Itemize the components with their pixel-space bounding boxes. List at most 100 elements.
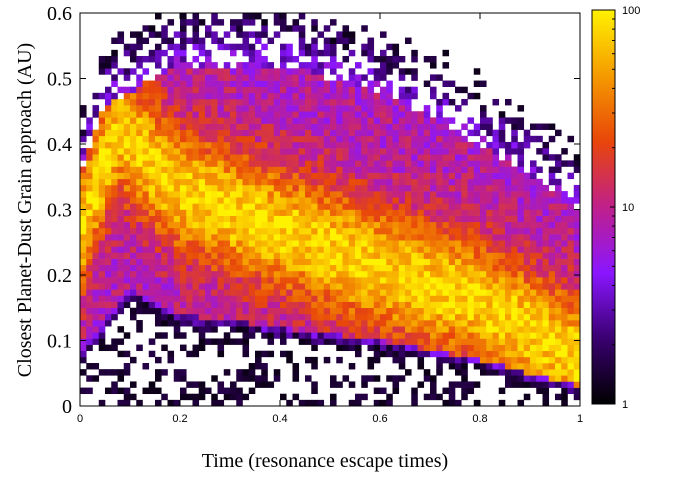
heatmap-cell	[448, 363, 456, 370]
heatmap-cell	[298, 277, 306, 284]
heatmap-cell	[486, 356, 493, 364]
heatmap-cell	[348, 270, 356, 278]
heatmap-cell	[486, 301, 493, 309]
heatmap-cell	[280, 129, 287, 137]
heatmap-cell	[298, 301, 306, 309]
heatmap-cell	[311, 55, 318, 63]
heatmap-cell	[267, 332, 275, 339]
heatmap-cell	[242, 332, 250, 339]
heatmap-cell	[548, 363, 556, 370]
heatmap-cell	[211, 74, 218, 81]
heatmap-cell	[405, 289, 412, 296]
heatmap-cell	[292, 111, 300, 118]
heatmap-cell	[548, 203, 556, 210]
heatmap-cell	[198, 49, 206, 57]
heatmap-cell	[236, 184, 243, 192]
heatmap-cell	[480, 313, 487, 321]
heatmap-cell	[548, 369, 556, 376]
heatmap-cell	[136, 55, 143, 63]
heatmap-cell	[173, 55, 181, 63]
heatmap-cell	[230, 289, 237, 296]
heatmap-cell	[392, 166, 400, 173]
heatmap-cell	[192, 307, 200, 315]
heatmap-cell	[542, 215, 550, 223]
heatmap-cell	[80, 148, 87, 155]
heatmap-cell	[342, 234, 350, 241]
heatmap-cell	[117, 105, 125, 112]
heatmap-cell	[336, 86, 343, 94]
heatmap-cell	[267, 172, 275, 180]
heatmap-cell	[111, 270, 118, 278]
heatmap-cell	[511, 234, 518, 241]
heatmap-cell	[392, 203, 400, 210]
heatmap-cell	[292, 332, 300, 339]
heatmap-cell	[367, 68, 375, 75]
heatmap-cell	[248, 68, 256, 75]
heatmap-cell	[105, 62, 112, 69]
heatmap-cell	[205, 172, 212, 180]
heatmap-cell	[86, 277, 93, 284]
heatmap-cell	[136, 197, 143, 204]
heatmap-cell	[367, 80, 375, 87]
heatmap-cell	[548, 234, 556, 241]
heatmap-cell	[286, 252, 293, 259]
heatmap-cell	[311, 43, 318, 51]
heatmap-cell	[192, 19, 200, 26]
heatmap-cell	[155, 270, 162, 278]
heatmap-cell	[430, 289, 437, 296]
heatmap-cell	[98, 326, 106, 333]
heatmap-cell	[236, 80, 243, 87]
heatmap-cell	[286, 55, 293, 63]
heatmap-cell	[423, 55, 431, 63]
heatmap-cell	[248, 31, 256, 38]
heatmap-cell	[573, 307, 581, 315]
heatmap-cell	[461, 221, 468, 229]
heatmap-cell	[461, 246, 468, 253]
heatmap-cell	[273, 74, 281, 81]
heatmap-cell	[367, 117, 375, 124]
heatmap-cell	[142, 240, 150, 247]
heatmap-cell	[455, 227, 462, 235]
heatmap-cell	[186, 68, 193, 75]
heatmap-cell	[398, 295, 406, 302]
heatmap-cell	[192, 98, 200, 106]
heatmap-cell	[355, 295, 362, 302]
heatmap-cell	[142, 387, 150, 395]
heatmap-cell	[198, 277, 206, 284]
heatmap-cell	[248, 135, 256, 143]
heatmap-cell	[330, 92, 337, 100]
heatmap-cell	[255, 37, 262, 44]
heatmap-cell	[230, 111, 237, 118]
heatmap-cell	[517, 117, 525, 124]
heatmap-cell	[280, 86, 287, 94]
heatmap-cell	[511, 209, 518, 216]
heatmap-cell	[217, 320, 225, 327]
heatmap-cell	[167, 43, 175, 51]
heatmap-cell	[180, 86, 187, 94]
heatmap-cell	[173, 240, 181, 247]
heatmap-cell	[292, 129, 300, 137]
heatmap-cell	[180, 283, 187, 290]
heatmap-cell	[130, 178, 137, 186]
heatmap-cell	[305, 258, 312, 266]
heatmap-cell	[180, 264, 187, 272]
heatmap-cell	[80, 135, 87, 143]
heatmap-cell	[567, 369, 575, 376]
heatmap-cell	[473, 320, 481, 327]
heatmap-cell	[461, 326, 468, 333]
heatmap-cell	[411, 141, 418, 149]
heatmap-cell	[573, 313, 581, 321]
heatmap-cell	[511, 203, 518, 210]
heatmap-cell	[330, 252, 337, 259]
heatmap-cell	[292, 270, 300, 278]
heatmap-cell	[98, 197, 106, 204]
heatmap-cell	[123, 154, 131, 161]
heatmap-cell	[517, 356, 525, 364]
heatmap-cell	[286, 307, 293, 315]
heatmap-cell	[486, 166, 493, 173]
heatmap-cell	[467, 252, 475, 259]
y-tick-label: 0.4	[47, 134, 72, 156]
heatmap-cell	[123, 240, 131, 247]
heatmap-cell	[430, 234, 437, 241]
heatmap-cell	[461, 375, 468, 382]
